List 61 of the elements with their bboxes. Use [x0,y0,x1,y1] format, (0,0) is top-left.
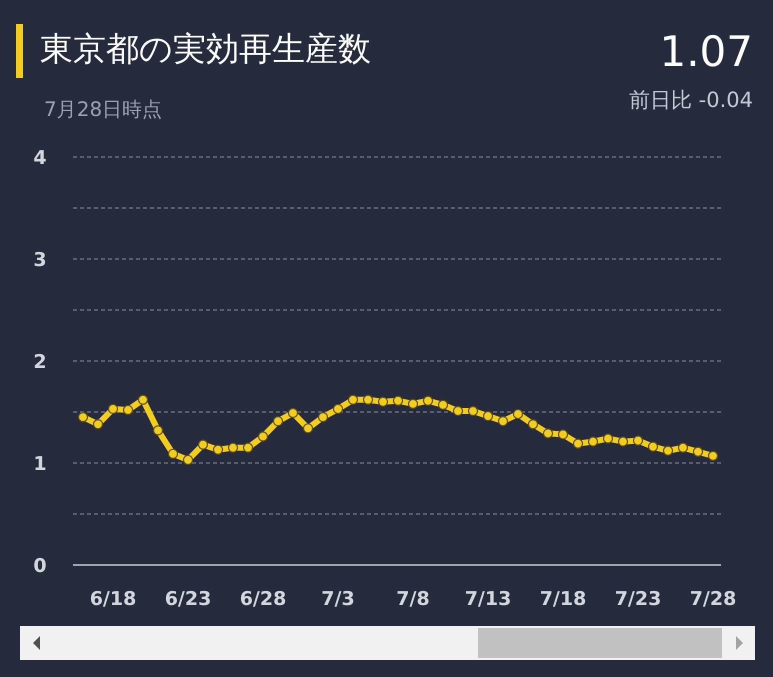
point [468,406,478,416]
x-tick-label: 6/28 [240,588,286,610]
point [482,410,494,422]
chart-title: 東京都の実効再生産数 [40,29,371,68]
point [408,398,418,409]
y-tick-label: 3 [33,249,47,271]
point [258,431,268,442]
x-tick-label: 7/18 [540,588,586,610]
point [708,450,718,461]
y-tick-label: 2 [33,351,47,373]
point [212,444,224,455]
point [452,406,464,416]
point [362,394,374,405]
point [152,425,164,436]
y-tick-label: 1 [33,453,47,475]
point [558,429,568,440]
x-tick-label: 7/23 [614,588,662,610]
point [272,416,284,426]
x-tick-label: 7/28 [690,588,736,610]
point [602,433,614,444]
point [378,396,388,407]
x-tick-label: 6/23 [164,588,212,610]
x-tick-label: 7/8 [396,588,430,610]
point [122,404,134,416]
point [438,400,448,410]
x-tick-label: 7/3 [321,588,355,610]
point [198,440,208,450]
y-tick-label: 4 [33,147,47,169]
point [392,396,404,406]
point [572,438,584,449]
point [542,428,554,439]
x-tick-label: 7/13 [464,588,512,610]
point [168,448,178,459]
point [692,446,704,457]
point [528,419,538,430]
point [288,408,298,418]
y-tick-label: 0 [33,555,47,577]
point [108,404,118,414]
point [588,436,598,447]
point [228,442,238,453]
text: 前日比 -0.04 [628,88,753,112]
point [618,436,628,447]
point [138,394,148,405]
point [332,404,344,414]
point [318,412,328,422]
point [302,423,314,434]
point [78,412,88,422]
point [662,446,674,456]
point [512,408,524,420]
point [498,416,508,426]
point [678,442,688,453]
point [632,435,644,446]
point [348,394,358,405]
chart-subtitle: 7月28日時点 [44,97,162,121]
x-tick-label: 6/18 [90,588,136,610]
point [182,454,194,466]
text: 1.07 [659,27,753,76]
point [648,442,658,452]
point [242,442,254,453]
point [422,396,434,406]
point [92,419,104,430]
